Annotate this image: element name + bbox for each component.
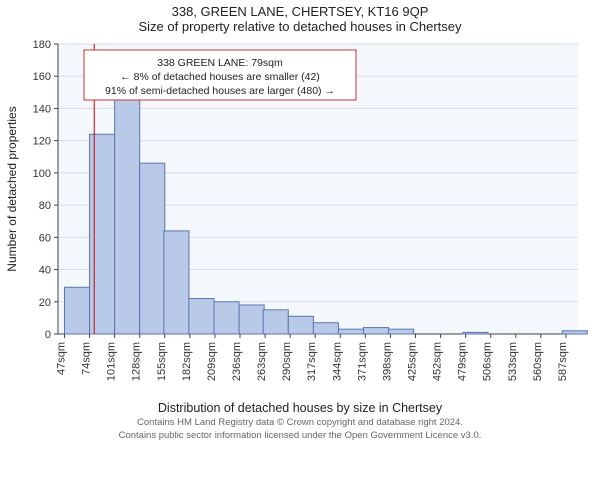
x-tick-label: 344sqm [331, 342, 343, 381]
x-tick-label: 398sqm [381, 342, 393, 381]
x-tick-label: 587sqm [557, 342, 569, 381]
footer-credits: Contains HM Land Registry data © Crown c… [0, 417, 600, 443]
histogram-bar [562, 331, 587, 334]
credit-line-2: Contains public sector information licen… [0, 430, 600, 443]
subtitle-line: Size of property relative to detached ho… [0, 19, 600, 34]
histogram-bar [214, 302, 239, 334]
histogram-bar [389, 329, 414, 334]
y-tick-label: 80 [39, 200, 51, 212]
histogram-bar [288, 316, 313, 334]
histogram-bar [263, 310, 288, 334]
histogram-bar [140, 163, 165, 334]
x-tick-label: 236sqm [231, 342, 243, 381]
y-tick-label: 120 [33, 136, 51, 148]
histogram-bar [364, 328, 389, 334]
x-tick-label: 263sqm [256, 342, 268, 381]
x-tick-label: 47sqm [56, 342, 68, 375]
y-tick-label: 160 [33, 71, 51, 83]
x-tick-label: 128sqm [131, 342, 143, 381]
histogram-bar [313, 323, 338, 334]
y-tick-label: 20 [39, 297, 51, 309]
histogram-bar [463, 332, 488, 334]
y-tick-label: 0 [45, 329, 51, 341]
annotation-line: ← 8% of detached houses are smaller (42) [120, 71, 320, 83]
x-axis-label: Distribution of detached houses by size … [0, 401, 600, 415]
x-tick-label: 506sqm [482, 342, 494, 381]
x-tick-label: 317sqm [306, 342, 318, 381]
histogram-bar [338, 329, 363, 334]
y-tick-label: 140 [33, 103, 51, 115]
x-tick-label: 155sqm [156, 342, 168, 381]
x-tick-label: 452sqm [432, 342, 444, 381]
x-tick-label: 101sqm [106, 342, 118, 381]
y-tick-label: 60 [39, 232, 51, 244]
histogram-bar [189, 299, 214, 334]
histogram-bar [65, 287, 90, 334]
histogram-bar [115, 68, 140, 334]
y-tick-label: 40 [39, 265, 51, 277]
x-tick-label: 371sqm [356, 342, 368, 381]
chart-container: 338, GREEN LANE, CHERTSEY, KT16 9QP Size… [0, 0, 600, 500]
annotation-line: 338 GREEN LANE: 79sqm [157, 57, 283, 69]
histogram-bar [164, 231, 189, 334]
x-tick-label: 425sqm [407, 342, 419, 381]
credit-line-1: Contains HM Land Registry data © Crown c… [0, 417, 600, 430]
x-tick-label: 290sqm [281, 342, 293, 381]
address-line: 338, GREEN LANE, CHERTSEY, KT16 9QP [0, 0, 600, 19]
y-axis-label: Number of detached properties [5, 106, 19, 271]
x-tick-label: 182sqm [181, 342, 193, 381]
x-tick-label: 560sqm [532, 342, 544, 381]
x-tick-label: 533sqm [507, 342, 519, 381]
annotation-line: 91% of semi-detached houses are larger (… [105, 85, 335, 97]
x-tick-label: 74sqm [81, 342, 93, 375]
histogram-chart: 0 20 40 60 80 100 120 140 160 180 47sqm 74sqm 101sqm… [0, 34, 600, 394]
x-tick-label: 479sqm [457, 342, 469, 381]
histogram-bar [239, 305, 264, 334]
y-tick-label: 100 [33, 168, 51, 180]
x-tick-label: 209sqm [206, 342, 218, 381]
y-tick-label: 180 [33, 39, 51, 51]
histogram-bar [90, 134, 115, 334]
